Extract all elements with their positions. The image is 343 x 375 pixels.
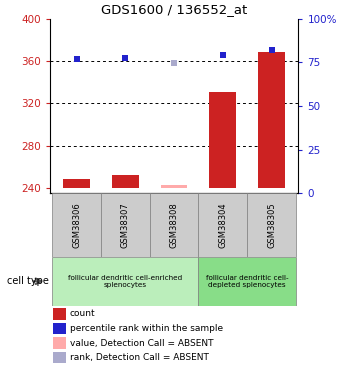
Bar	[52, 193, 101, 257]
Bar	[150, 193, 199, 257]
Text: value, Detection Call = ABSENT: value, Detection Call = ABSENT	[70, 339, 213, 348]
Text: GSM38305: GSM38305	[267, 202, 276, 248]
Text: follicular dendritic cell-
depleted splenocytes: follicular dendritic cell- depleted sple…	[206, 275, 288, 288]
Text: GSM38307: GSM38307	[121, 202, 130, 248]
Text: percentile rank within the sample: percentile rank within the sample	[70, 324, 223, 333]
Bar	[101, 193, 150, 257]
Text: GSM38308: GSM38308	[169, 202, 179, 248]
Text: follicular dendritic cell-enriched
splenocytes: follicular dendritic cell-enriched splen…	[68, 275, 182, 288]
Bar	[199, 257, 296, 306]
Bar	[63, 179, 90, 188]
Bar	[199, 193, 247, 257]
Text: cell type: cell type	[7, 276, 49, 286]
Bar	[247, 193, 296, 257]
Bar	[52, 257, 199, 306]
Text: count: count	[70, 309, 95, 318]
Title: GDS1600 / 136552_at: GDS1600 / 136552_at	[101, 3, 247, 16]
Bar	[258, 51, 285, 188]
Text: rank, Detection Call = ABSENT: rank, Detection Call = ABSENT	[70, 353, 209, 362]
Text: GSM38306: GSM38306	[72, 202, 81, 248]
Bar	[112, 175, 139, 188]
Bar	[161, 184, 188, 188]
Bar	[210, 92, 236, 188]
Text: GSM38304: GSM38304	[218, 202, 227, 248]
